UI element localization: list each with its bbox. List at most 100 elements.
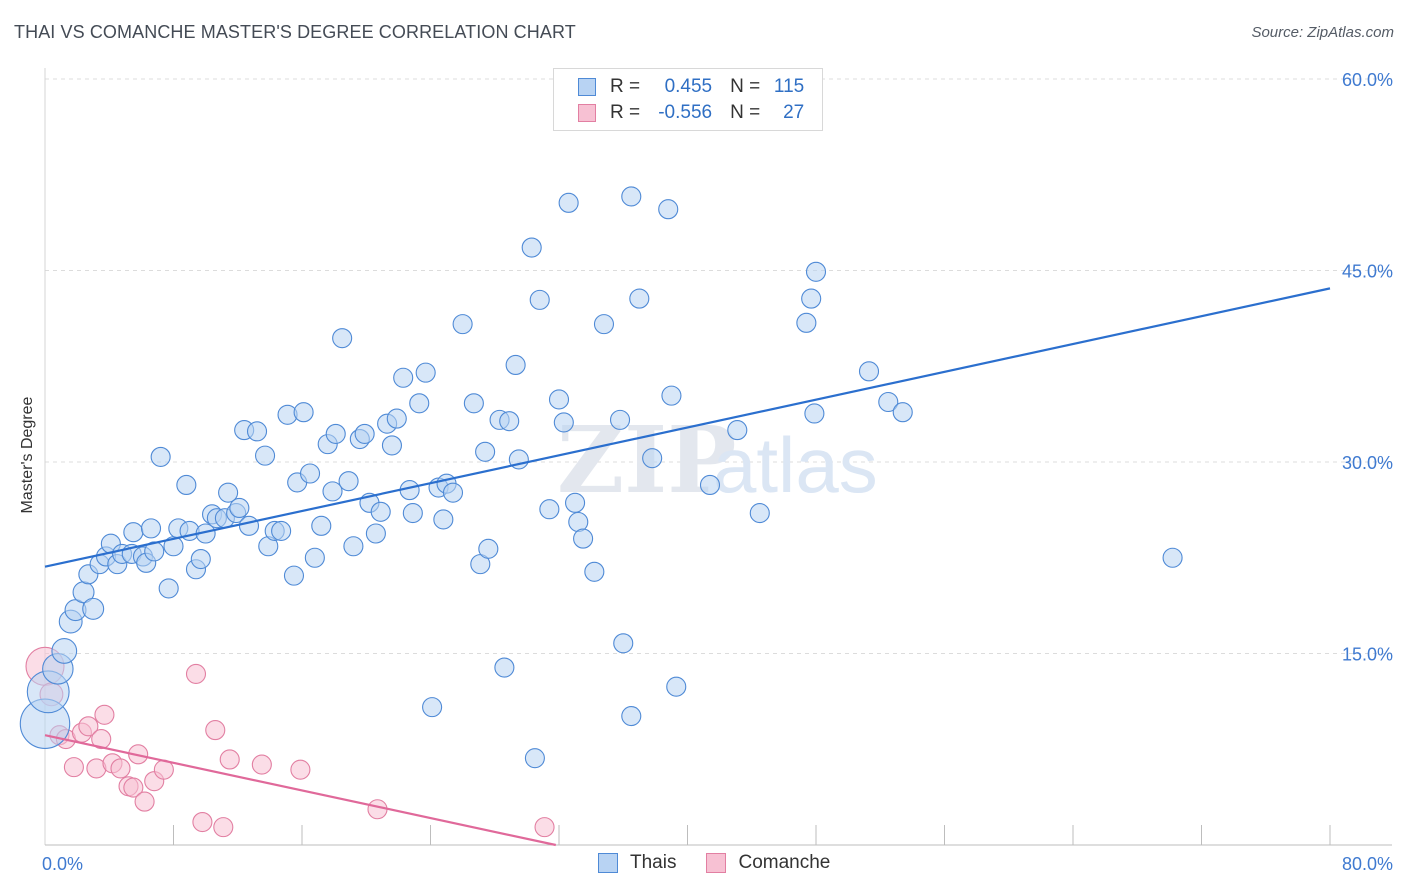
comanche-point bbox=[94, 704, 115, 725]
thais-point bbox=[529, 289, 550, 310]
thais-point bbox=[299, 463, 321, 484]
thais-point bbox=[1162, 547, 1183, 568]
thais-point bbox=[548, 389, 570, 410]
comanche-point bbox=[110, 758, 131, 779]
thais-point bbox=[409, 393, 430, 414]
thais-point bbox=[322, 481, 343, 502]
thais-n-label: N = bbox=[730, 76, 761, 97]
thais-point bbox=[609, 409, 631, 430]
comanche-point bbox=[251, 754, 272, 775]
comanche-trend-line bbox=[44, 734, 557, 847]
thais-point bbox=[584, 561, 605, 582]
y-axis-title: Master's Degree bbox=[19, 396, 36, 514]
thais-point bbox=[565, 492, 586, 513]
thais-point bbox=[246, 421, 268, 442]
thais-r-label: R = bbox=[610, 76, 641, 97]
thais-point bbox=[749, 503, 770, 524]
thais-point bbox=[386, 408, 407, 429]
source-label: Source: ZipAtlas.com bbox=[1251, 24, 1394, 41]
legend-item-comanche[interactable]: Comanche bbox=[706, 852, 830, 874]
comanche-point bbox=[205, 720, 226, 741]
thais-point bbox=[82, 597, 105, 620]
y-tick-label: 60.0% bbox=[1342, 70, 1393, 90]
thais-point bbox=[271, 520, 292, 541]
thais-point bbox=[123, 522, 144, 543]
comanche-point bbox=[290, 759, 311, 780]
comanche-point bbox=[78, 716, 99, 737]
thais-point bbox=[218, 482, 239, 503]
thais-point bbox=[521, 237, 542, 258]
thais-point bbox=[621, 186, 642, 207]
thais-point bbox=[892, 402, 913, 423]
comanche-legend-label: Comanche bbox=[738, 852, 831, 873]
thais-point bbox=[478, 538, 499, 559]
thais-point bbox=[433, 509, 454, 530]
thais-swatch bbox=[578, 78, 596, 96]
comanche-point bbox=[367, 799, 388, 820]
legend-row-comanche: R = -0.556 N = 27 bbox=[578, 101, 804, 125]
thais-point bbox=[804, 403, 825, 424]
thais-point bbox=[332, 328, 353, 349]
comanche-point bbox=[213, 817, 234, 838]
thais-point bbox=[621, 706, 642, 727]
thais-point bbox=[229, 497, 250, 519]
thais-point bbox=[343, 536, 364, 557]
y-tick-label: 45.0% bbox=[1342, 262, 1393, 282]
thais-point bbox=[190, 548, 211, 570]
stats-legend: R = 0.455 N = 115 R = -0.556 N = 27 bbox=[553, 68, 823, 131]
comanche-swatch bbox=[578, 104, 596, 122]
thais-trend-line bbox=[44, 287, 1331, 568]
thais-point bbox=[283, 565, 305, 586]
thais-point bbox=[539, 499, 560, 520]
comanche-point bbox=[91, 728, 112, 750]
legend-item-thais[interactable]: Thais bbox=[598, 852, 676, 874]
thais-point bbox=[311, 515, 332, 536]
thais-n-value: 115 bbox=[773, 76, 805, 97]
comanche-point bbox=[134, 791, 155, 812]
comanche-n-label: N = bbox=[730, 102, 761, 123]
y-tick-label: 15.0% bbox=[1342, 645, 1393, 665]
x-tick-label: 0.0% bbox=[42, 854, 83, 874]
grid-layer bbox=[45, 78, 1392, 654]
thais-point bbox=[51, 638, 78, 664]
thais-point bbox=[304, 547, 325, 568]
thais-point bbox=[144, 541, 165, 562]
thais-point bbox=[568, 511, 589, 533]
thais-point bbox=[629, 288, 650, 309]
legend-row-thais: R = 0.455 N = 115 bbox=[578, 75, 804, 99]
thais-point bbox=[158, 578, 179, 599]
thais-point bbox=[293, 402, 314, 423]
thais-point bbox=[381, 435, 403, 456]
thais-point bbox=[415, 362, 436, 383]
x-tick-label: 80.0% bbox=[1342, 854, 1393, 874]
series-legend: Thais Comanche bbox=[598, 852, 860, 874]
thais-point bbox=[666, 676, 687, 697]
thais-point bbox=[150, 446, 171, 467]
thais-point bbox=[370, 501, 391, 522]
thais-point bbox=[613, 633, 634, 654]
thais-point bbox=[338, 471, 359, 492]
thais-point bbox=[255, 445, 276, 466]
thais-point bbox=[505, 354, 526, 376]
thais-legend-label: Thais bbox=[630, 852, 677, 873]
thais-point bbox=[325, 423, 346, 444]
thais-point bbox=[658, 199, 679, 220]
thais-point bbox=[553, 412, 574, 433]
comanche-r-value: -0.556 bbox=[658, 102, 713, 123]
tick-labels: 15.0% 30.0% 45.0% 60.0% 0.0% 80.0% bbox=[42, 70, 1393, 874]
thais-series bbox=[19, 186, 1183, 769]
thais-point bbox=[354, 423, 375, 444]
thais-point bbox=[176, 474, 197, 496]
thais-point bbox=[699, 474, 721, 496]
comanche-series bbox=[25, 646, 555, 838]
thais-point bbox=[573, 528, 594, 549]
comanche-point bbox=[192, 811, 213, 833]
thais-point bbox=[727, 420, 748, 441]
thais-point bbox=[140, 518, 162, 539]
thais-point bbox=[858, 361, 880, 382]
thais-point bbox=[801, 288, 822, 309]
comanche-point bbox=[185, 663, 207, 684]
thais-point bbox=[524, 748, 545, 769]
